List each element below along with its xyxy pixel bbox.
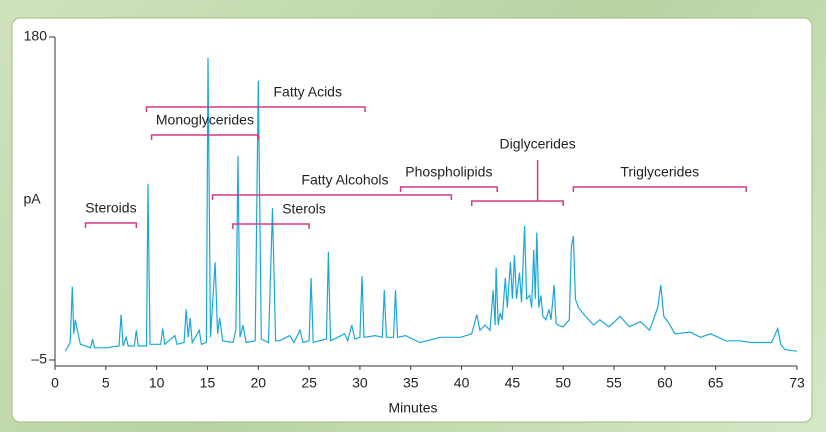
annotation-label: Diglycerides: [499, 136, 575, 152]
x-tick-label: 25: [301, 375, 317, 391]
trace: [64, 57, 798, 352]
annotation-label: Sterols: [282, 201, 326, 217]
x-tick-label: 55: [606, 375, 622, 391]
bracket: [399, 186, 498, 192]
y-tick-label: –5: [31, 351, 47, 367]
x-tick-label: 5: [102, 375, 110, 391]
x-tick-label: 65: [708, 375, 724, 391]
annotation-label: Triglycerides: [620, 164, 699, 180]
x-tick-label: 35: [403, 375, 419, 391]
y-tick-label: 180: [24, 28, 48, 44]
annotation-label: Fatty Alcohols: [301, 172, 388, 188]
annotation-label: Fatty Acids: [274, 84, 342, 100]
x-tick-label: 60: [657, 375, 673, 391]
bracket: [232, 223, 310, 229]
x-tick-label: 50: [555, 375, 571, 391]
x-axis-label: Minutes: [388, 400, 437, 416]
x-tick-label: 10: [149, 375, 165, 391]
x-tick-label: 45: [505, 375, 521, 391]
bracket: [211, 194, 453, 200]
x-tick-label: 30: [352, 375, 368, 391]
panel: [11, 17, 813, 423]
annotation-label: Steroids: [85, 200, 136, 216]
annotation-label: Phospholipids: [405, 164, 492, 180]
annotation-label: Monoglycerides: [156, 112, 254, 128]
x-tick-label: 0: [51, 375, 59, 391]
bracket: [150, 134, 260, 140]
x-tick-label: 20: [250, 375, 266, 391]
y-axis-label: pA: [23, 191, 41, 207]
bracket: [470, 200, 564, 206]
x-tick-label: 15: [200, 375, 216, 391]
x-tick-label: 73: [789, 375, 805, 391]
bracket: [145, 106, 366, 112]
bracket: [84, 222, 138, 228]
bracket: [572, 186, 747, 192]
x-tick-label: 40: [454, 375, 470, 391]
